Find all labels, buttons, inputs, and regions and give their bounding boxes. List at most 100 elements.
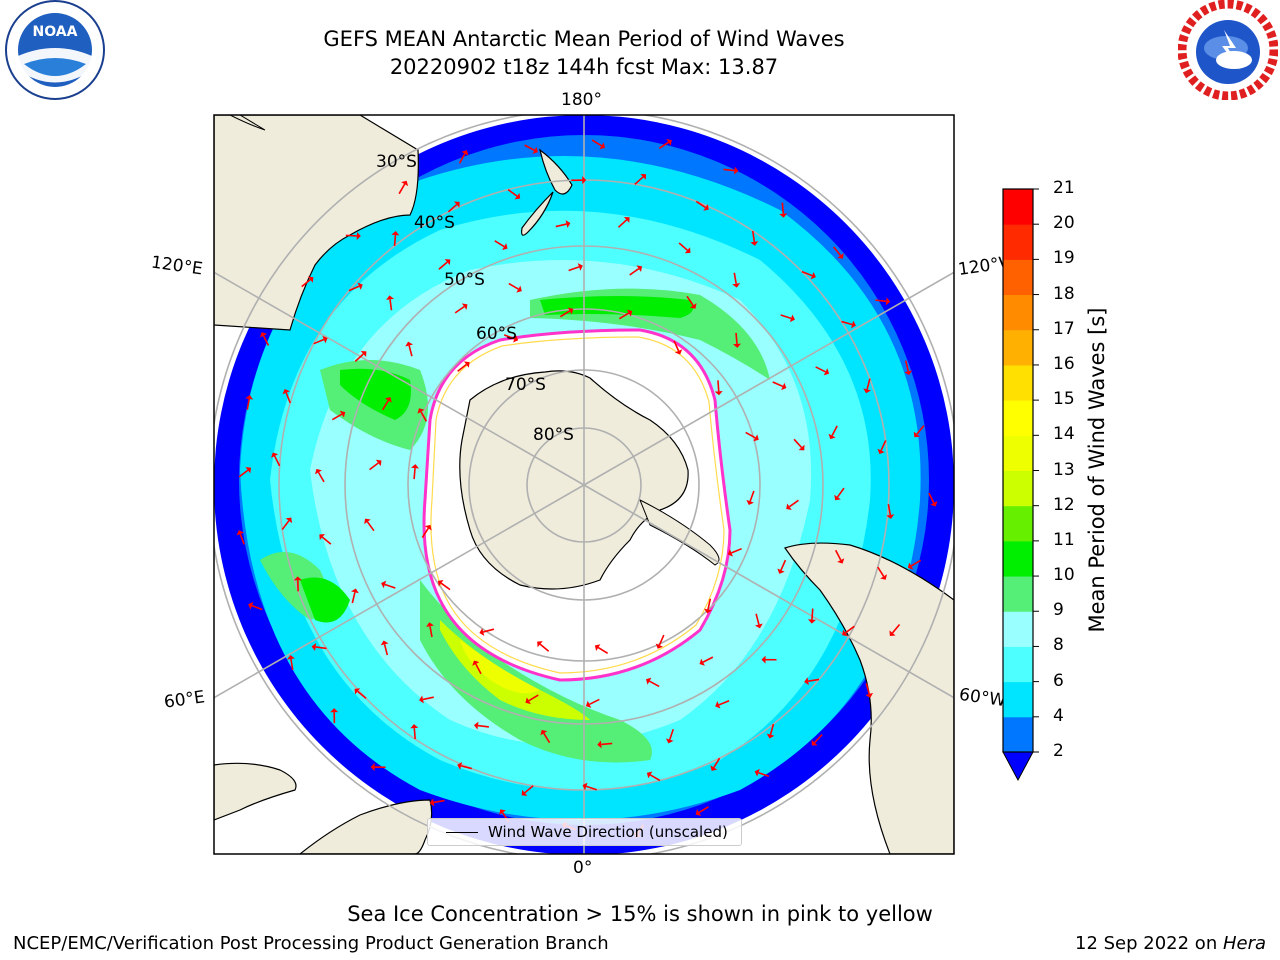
wind-wave-arrow bbox=[844, 625, 855, 634]
wind-wave-arrow bbox=[238, 469, 249, 478]
wind-wave-arrow bbox=[668, 728, 675, 740]
wind-wave-arrow-head bbox=[930, 501, 938, 507]
wind-wave-arrow-head bbox=[710, 765, 718, 771]
wind-wave-arrow-head bbox=[889, 630, 896, 637]
wind-wave-arrow bbox=[772, 381, 784, 388]
wind-wave-arrow bbox=[891, 623, 901, 634]
wind-wave-arrow-head bbox=[380, 640, 389, 646]
wind-wave-arrow-head bbox=[419, 695, 424, 704]
wind-wave-arrow-head bbox=[733, 343, 741, 348]
wind-wave-arrow bbox=[539, 643, 550, 652]
colorbar-tick-label: 21 bbox=[1053, 178, 1075, 198]
wind-wave-arrow-head bbox=[339, 410, 346, 418]
colorbar-segment bbox=[1003, 400, 1033, 436]
wind-wave-arrow-head bbox=[540, 729, 548, 736]
wind-wave-arrow-head bbox=[532, 146, 538, 154]
colorbar-tick-label: 12 bbox=[1053, 494, 1075, 515]
wind-wave-arrow-head bbox=[823, 368, 830, 376]
colorbar-tick-label: 17 bbox=[1053, 318, 1075, 339]
wind-wave-arrow bbox=[508, 282, 519, 290]
colorbar-tick-label: 13 bbox=[1053, 459, 1075, 480]
wind-wave-arrow bbox=[477, 724, 489, 728]
wind-wave-arrow bbox=[875, 299, 887, 303]
wind-wave-arrow bbox=[789, 499, 799, 508]
wind-wave-arrow-head bbox=[786, 503, 792, 510]
footer-organization: NCEP/EMC/Verification Post Processing Pr… bbox=[13, 933, 609, 954]
wind-wave-arrow-head bbox=[582, 782, 588, 791]
wind-wave-arrow bbox=[483, 628, 495, 633]
wind-wave-arrow bbox=[273, 455, 281, 467]
wind-wave-arrow-head bbox=[699, 658, 705, 666]
wind-wave-arrow-head bbox=[640, 173, 647, 180]
wind-wave-arrow-head bbox=[865, 692, 874, 698]
wind-wave-arrow-head bbox=[354, 688, 361, 695]
wind-wave-arrow bbox=[524, 785, 534, 794]
noaa-logo: NOAA bbox=[5, 0, 105, 100]
wind-wave-arrow-head bbox=[330, 708, 339, 713]
lat-label-60s: 60°S bbox=[476, 324, 517, 344]
wind-wave-arrow bbox=[718, 700, 730, 706]
wind-wave-arrow bbox=[290, 658, 294, 670]
wind-wave-arrow-head bbox=[311, 643, 317, 651]
colorbar-segment bbox=[1003, 435, 1033, 471]
wind-wave-arrow bbox=[910, 559, 922, 567]
wind-wave-arrow-head bbox=[315, 468, 322, 475]
wind-wave-arrow-head bbox=[837, 558, 845, 564]
wind-wave-arrow-head bbox=[594, 644, 601, 652]
wind-wave-arrow bbox=[408, 345, 413, 357]
wind-wave-arrow bbox=[808, 678, 820, 683]
wind-wave-arrow bbox=[413, 728, 417, 740]
wind-wave-arrow-head bbox=[665, 738, 674, 744]
footer-date: 12 Sep 2022 on Hera bbox=[1075, 933, 1266, 954]
wind-wave-arrow bbox=[735, 332, 738, 344]
wind-wave-arrow-head bbox=[732, 282, 741, 288]
wind-wave-arrow-head bbox=[766, 733, 775, 739]
colorbar-segment bbox=[1003, 611, 1033, 647]
wind-wave-arrow-head bbox=[364, 518, 371, 525]
south-america-landmass bbox=[784, 542, 954, 854]
wind-wave-arrow bbox=[833, 246, 842, 256]
wind-wave-arrow-head bbox=[537, 641, 543, 648]
wind-wave-arrow bbox=[475, 663, 482, 675]
wind-wave-arrow-head bbox=[391, 231, 400, 236]
wind-wave-arrow-head bbox=[248, 601, 254, 610]
wind-wave-arrows bbox=[236, 138, 938, 838]
wind-wave-arrow bbox=[351, 592, 356, 604]
legend-line-swatch bbox=[446, 831, 478, 833]
wind-wave-arrow bbox=[731, 547, 742, 554]
wind-wave-arrow-head bbox=[370, 763, 375, 772]
wind-wave-arrow bbox=[398, 183, 406, 195]
wind-wave-arrow bbox=[634, 176, 644, 185]
wind-wave-arrow bbox=[780, 559, 787, 571]
wind-wave-arrow-head bbox=[714, 391, 723, 396]
wind-wave-arrow bbox=[313, 338, 325, 345]
colorbar-segment bbox=[1003, 224, 1033, 260]
wind-wave-arrow bbox=[348, 285, 360, 292]
wind-wave-arrow-head bbox=[777, 568, 785, 574]
wind-wave-arrow bbox=[494, 240, 505, 248]
wind-wave-arrow bbox=[769, 723, 775, 735]
wind-wave-arrow-head bbox=[703, 204, 709, 211]
colorbar-segment bbox=[1003, 681, 1033, 718]
wind-wave-arrow-head bbox=[514, 192, 521, 200]
wind-wave-arrow-head bbox=[599, 142, 605, 150]
wind-wave-arrow-head bbox=[437, 579, 444, 587]
colorbar-tick-label: 8 bbox=[1053, 635, 1064, 656]
wind-wave-arrow-head bbox=[322, 335, 328, 344]
wind-wave-arrow-head bbox=[798, 444, 805, 451]
wind-wave-arrow bbox=[733, 272, 737, 284]
colorbar-segment bbox=[1003, 364, 1033, 401]
colorbar-segment bbox=[1003, 294, 1033, 331]
wind-wave-arrow-head bbox=[636, 265, 643, 272]
colorbar-segment bbox=[1003, 470, 1033, 507]
wind-wave-arrow-head bbox=[666, 138, 672, 146]
wind-wave-arrow-head bbox=[351, 588, 359, 594]
wind-wave-arrow bbox=[458, 153, 466, 164]
wind-wave-arrow bbox=[880, 440, 887, 451]
colorbar bbox=[1002, 188, 1039, 782]
wind-wave-arrow-head bbox=[426, 622, 434, 627]
wind-wave-arrow bbox=[649, 774, 661, 782]
wind-wave-arrow-head bbox=[293, 576, 302, 581]
wind-wave-arrow bbox=[811, 608, 814, 620]
wind-wave-arrow-head bbox=[424, 524, 432, 531]
